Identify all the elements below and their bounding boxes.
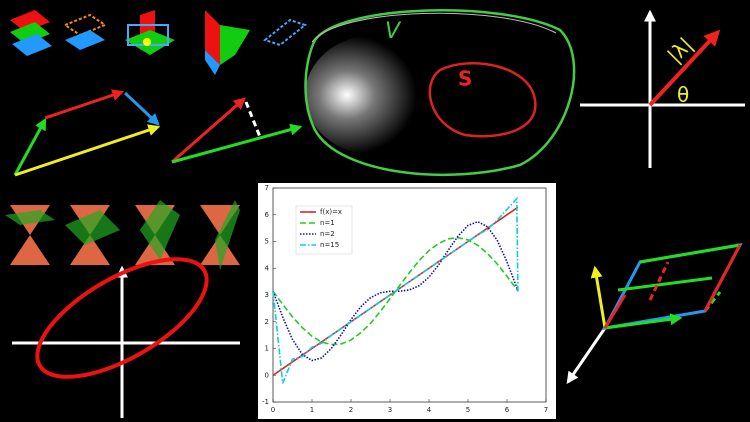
x-tick-label: 0 [271,406,275,414]
x-tick-label: 6 [505,406,510,414]
legend-label: f(x)=x [320,208,342,216]
series-line [272,196,519,384]
legend-label: n=2 [320,230,335,238]
projection [171,97,303,164]
set-label: S [458,67,472,91]
y-tick-label: 1 [265,345,269,353]
parallelepiped [566,243,743,384]
set-label: V [385,19,402,44]
planes [10,10,308,75]
legend-label: n=1 [320,219,335,227]
y-tick-label: 3 [265,291,269,299]
y-tick-label: -1 [262,398,269,406]
x-tick-label: 4 [427,406,432,414]
y-tick-label: 0 [265,371,269,379]
y-tick-label: 6 [265,211,270,219]
x-tick-label: 1 [310,406,314,414]
x-tick-label: 7 [544,406,548,414]
legend [295,205,353,255]
vector-sum [13,89,161,177]
x-tick-label: 3 [388,406,392,414]
y-tick-label: 2 [265,318,269,326]
legend-label: n=15 [320,241,339,249]
y-tick-label: 4 [265,264,270,272]
sets-diagram: V S [304,9,576,177]
conic-sections [5,200,240,270]
ellipse-diagram [12,257,240,418]
angle-label: θ [677,83,689,107]
series-line [272,220,519,362]
polar-diagram: |λ| θ [580,9,745,168]
y-tick-label: 5 [265,238,269,246]
x-tick-label: 2 [349,406,353,414]
series-line [272,236,519,346]
y-tick-label: 7 [265,184,269,192]
x-tick-label: 5 [466,406,470,414]
